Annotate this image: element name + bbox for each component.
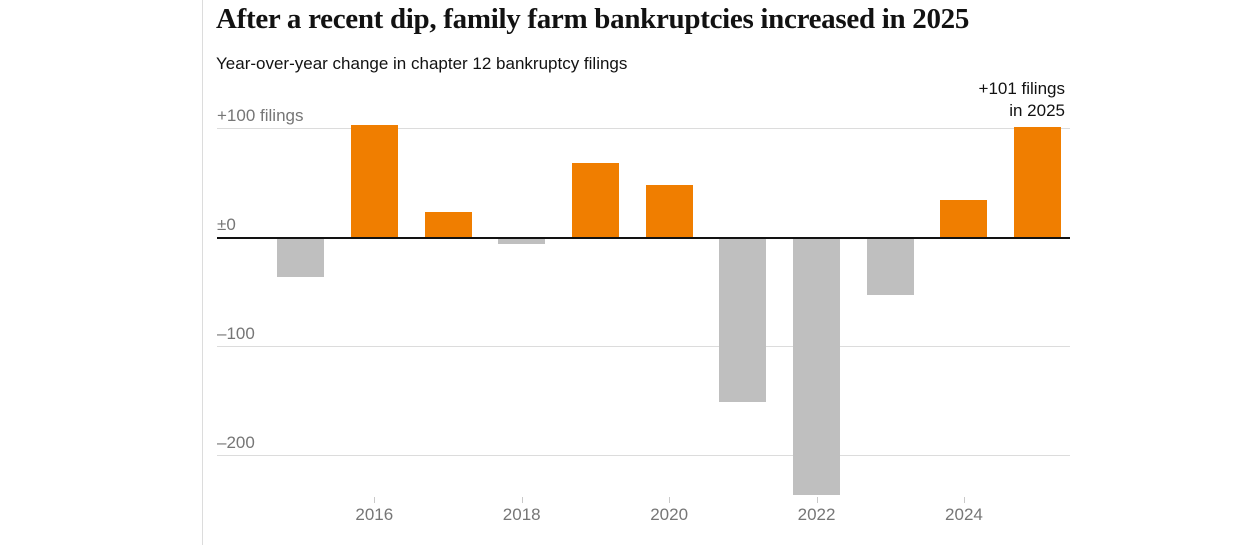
gridline-100 [217,128,1070,129]
bar-2021 [719,237,767,403]
bar-2020 [645,185,693,238]
bar-2016 [350,125,398,238]
annotation-line-1: +101 filings [978,79,1065,98]
bar-2022 [793,237,841,495]
bar-2018 [498,237,546,245]
bar-2025 [1014,127,1062,238]
bar-2015 [277,237,325,277]
bar-2024 [940,200,988,238]
x-tick-2020 [669,497,671,503]
y-axis-label-100: +100 filings [217,105,304,125]
x-tick-2022 [816,497,818,503]
x-tick-2024 [963,497,965,503]
bar-2023 [866,237,914,296]
bar-2019 [571,163,619,238]
x-tick-2018 [521,497,523,503]
x-axis-label-2022: 2022 [797,505,836,524]
chart-title: After a recent dip, family farm bankrupt… [216,3,970,35]
left-border-rule [202,0,203,545]
x-tick-2016 [374,497,376,503]
x-axis-label-2018: 2018 [502,505,541,524]
y-axis-label--200: –200 [217,432,255,452]
chart-subtitle: Year-over-year change in chapter 12 bank… [216,54,628,73]
y-axis-label-0: ±0 [217,214,236,234]
x-axis-label-2024: 2024 [945,505,983,524]
value-annotation-2025: +101 filings in 2025 [979,78,1065,123]
gridline--100 [217,346,1070,347]
x-axis-label-2016: 2016 [355,505,394,524]
zero-baseline [217,236,1070,239]
gridline--200 [217,455,1070,456]
x-axis-label-2020: 2020 [650,505,689,524]
annotation-line-2: in 2025 [1009,101,1065,121]
bar-2017 [424,212,472,238]
y-axis-label--100: –100 [217,323,255,343]
